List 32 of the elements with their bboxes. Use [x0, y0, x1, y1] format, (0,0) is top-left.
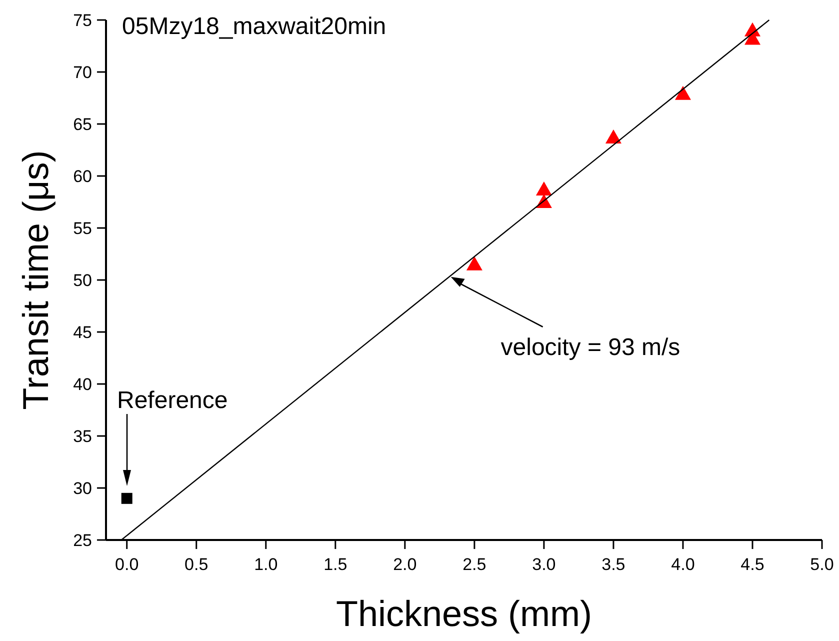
point [466, 256, 482, 270]
x-tick-label: 2.5 [462, 555, 486, 574]
chart-title: 05Mzy18_maxwait20min [122, 13, 386, 40]
y-tick-label: 70 [73, 63, 92, 82]
y-tick-label: 45 [73, 323, 92, 342]
x-tick-label: 3.0 [532, 555, 556, 574]
y-tick-label: 25 [73, 531, 92, 550]
y-tick-label: 40 [73, 375, 92, 394]
y-tick-label: 55 [73, 219, 92, 238]
x-tick-label: 4.5 [740, 555, 764, 574]
x-tick-label: 3.5 [602, 555, 626, 574]
point [674, 86, 691, 100]
y-tick-label: 50 [73, 271, 92, 290]
x-tick-label: 1.0 [254, 555, 278, 574]
x-axis-title: Thickness (mm) [336, 593, 592, 634]
y-tick-label: 35 [73, 427, 92, 446]
point [121, 492, 132, 504]
x-tick-label: 1.5 [324, 555, 348, 574]
x-tick-label: 4.0 [671, 555, 695, 574]
y-tick-label: 30 [73, 479, 92, 498]
y-tick-label: 75 [73, 11, 92, 30]
y-axis-title: Transit time (μs) [15, 150, 56, 410]
annotation: velocity = 93 m/s [500, 334, 680, 361]
y-tick-label: 65 [73, 115, 92, 134]
x-tick-label: 2.0 [393, 555, 417, 574]
y-tick-label: 60 [73, 167, 92, 186]
x-tick-label: 5.0 [810, 555, 834, 574]
annotation: Reference [117, 387, 228, 414]
point [605, 130, 622, 144]
x-tick-label: 0.5 [184, 555, 208, 574]
point [536, 182, 552, 196]
x-tick-label: 0.0 [115, 555, 139, 574]
